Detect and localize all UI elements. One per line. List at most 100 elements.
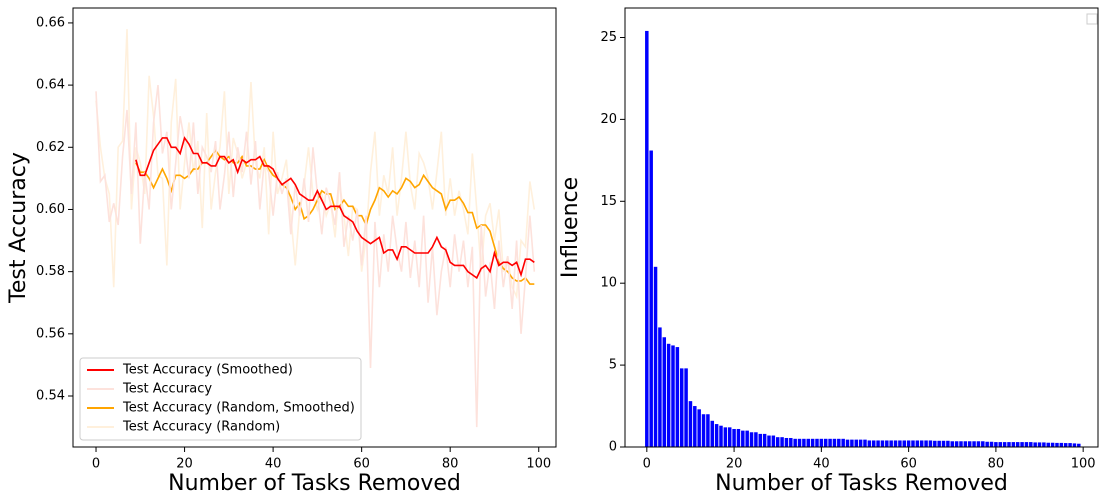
- bar: [1063, 443, 1068, 447]
- y-tick-label: 25: [600, 30, 617, 45]
- x-axis-label: Number of Tasks Removed: [168, 471, 461, 496]
- x-tick-label: 40: [813, 457, 830, 472]
- y-tick-label: 0.54: [36, 389, 65, 404]
- bar: [976, 441, 981, 447]
- bar: [823, 438, 828, 447]
- bar: [950, 441, 955, 447]
- bar: [1033, 442, 1037, 447]
- bar: [959, 441, 963, 447]
- bar: [946, 440, 950, 447]
- bar: [1011, 442, 1016, 447]
- bar: [806, 438, 811, 447]
- bar: [885, 440, 889, 447]
- bar: [941, 440, 946, 447]
- bar: [1020, 442, 1024, 447]
- bar: [666, 343, 671, 447]
- bar: [1046, 442, 1051, 447]
- bar: [876, 440, 880, 447]
- bar: [662, 337, 667, 447]
- x-axis-label: Number of Tasks Removed: [715, 471, 1008, 496]
- bar: [893, 440, 898, 447]
- plot: 0 20 40 60 80 100 0.54 0.56 0.58 0.60 0.62 0.64 0.66…: [6, 7, 557, 496]
- bar: [871, 440, 876, 447]
- bar: [1015, 442, 1020, 447]
- bar: [1029, 442, 1033, 447]
- bar: [789, 437, 793, 447]
- bar: [937, 440, 941, 447]
- x-tick-label: 80: [988, 457, 1005, 472]
- y-tick-label: 5: [609, 358, 617, 373]
- bar: [1059, 442, 1064, 447]
- legend-label: Test Accuracy (Random, Smoothed): [122, 401, 355, 416]
- bar: [749, 432, 754, 447]
- bar: [989, 441, 994, 447]
- bar: [688, 401, 693, 447]
- y-tick-label: 10: [600, 276, 617, 291]
- y-tick-label: 20: [600, 112, 617, 127]
- bar: [671, 345, 675, 447]
- bar: [863, 439, 867, 447]
- bar: [780, 437, 784, 447]
- bar: [775, 437, 780, 447]
- bar: [719, 425, 723, 447]
- bar: [645, 30, 649, 448]
- y-tick-label: 0: [609, 440, 617, 455]
- bar: [828, 438, 832, 447]
- x-tick-label: 0: [92, 457, 100, 472]
- x-tick-label: 0: [643, 457, 651, 472]
- bar: [754, 432, 758, 447]
- bar: [675, 347, 680, 447]
- y-axis-label: Test Accuracy: [6, 152, 31, 304]
- bar: [1042, 442, 1046, 447]
- x-tick-label: 60: [353, 457, 370, 472]
- bar: [762, 433, 767, 447]
- bar: [1024, 442, 1029, 447]
- bar: [845, 439, 850, 447]
- bar: [902, 440, 907, 447]
- y-axis-label: Influence: [558, 177, 583, 278]
- plot: 0 20 40 60 80 100 0 5 10 15 20 25 Number of Tasks Re…: [558, 7, 1099, 496]
- empty-legend: [1086, 13, 1098, 25]
- x-tick-label: 20: [726, 457, 743, 472]
- y-tick-label: 0.64: [36, 78, 65, 93]
- bar: [967, 441, 972, 447]
- bar: [684, 368, 688, 447]
- bar: [723, 427, 728, 447]
- bar: [1050, 442, 1055, 447]
- bar: [758, 433, 763, 447]
- y-tick-label: 0.62: [36, 140, 65, 155]
- x-tick-label: 100: [526, 457, 551, 472]
- bar: [867, 440, 872, 447]
- bar: [928, 440, 933, 447]
- bar: [915, 440, 920, 447]
- bar: [710, 420, 715, 447]
- bar: [697, 409, 701, 447]
- bar: [1068, 443, 1072, 447]
- bar: [1072, 443, 1077, 447]
- bar: [898, 440, 902, 447]
- bar: [933, 440, 937, 447]
- bar: [985, 441, 989, 447]
- x-tick-label: 40: [265, 457, 282, 472]
- x-tick-label: 80: [442, 457, 459, 472]
- bar: [1002, 442, 1007, 447]
- bar: [1007, 442, 1011, 447]
- bar: [889, 440, 893, 447]
- axes-frame: [624, 7, 1099, 448]
- bar: [1077, 443, 1081, 447]
- bar: [784, 437, 789, 447]
- bar: [819, 438, 824, 447]
- bar: [1055, 442, 1059, 447]
- line: [95, 85, 536, 428]
- legend-label: Test Accuracy (Random): [122, 420, 280, 435]
- y-tick-label: 0.66: [36, 15, 65, 30]
- y-tick-label: 0.56: [36, 326, 65, 341]
- y-tick-label: 0.58: [36, 264, 65, 279]
- bar: [658, 327, 662, 447]
- x-tick-label: 60: [900, 457, 917, 472]
- bar: [924, 440, 928, 447]
- bar: [741, 430, 745, 447]
- line: [135, 136, 535, 280]
- bar: [802, 438, 806, 447]
